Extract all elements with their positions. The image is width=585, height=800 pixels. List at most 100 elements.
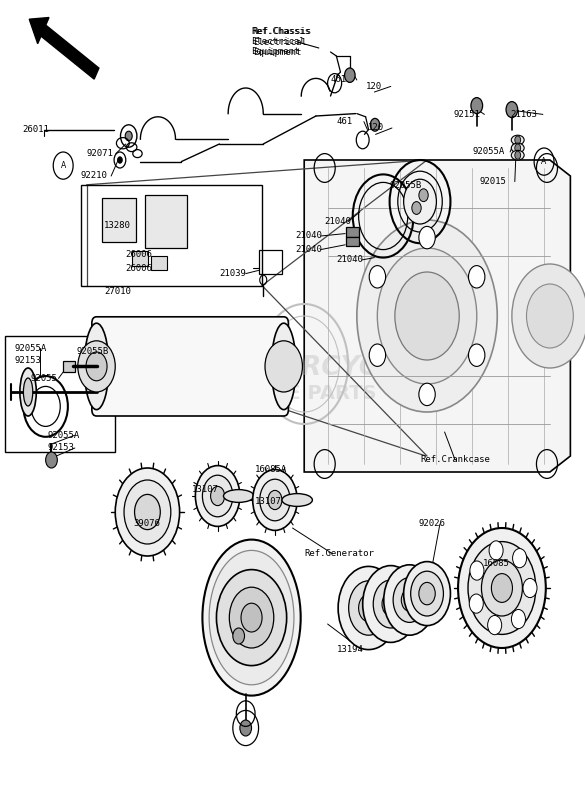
Text: Ref.Chassis: Ref.Chassis	[253, 27, 312, 37]
Text: 21040: 21040	[336, 255, 363, 265]
Text: 26006: 26006	[126, 264, 153, 274]
Text: Ref.Generator: Ref.Generator	[304, 549, 374, 558]
Bar	[151, 256, 167, 270]
Circle shape	[468, 542, 536, 634]
Circle shape	[471, 98, 483, 114]
Text: 21040: 21040	[295, 231, 322, 241]
Text: SPARE PARTS: SPARE PARTS	[232, 384, 377, 403]
Text: 120: 120	[366, 82, 382, 91]
Circle shape	[404, 179, 436, 224]
Text: 13280: 13280	[104, 221, 131, 230]
Text: 26006: 26006	[126, 250, 153, 259]
Circle shape	[46, 452, 57, 468]
Ellipse shape	[209, 550, 294, 685]
Circle shape	[115, 468, 180, 556]
Circle shape	[481, 560, 522, 616]
Text: 92210: 92210	[81, 171, 108, 181]
Text: Equipment: Equipment	[252, 46, 300, 56]
Text: Equipment: Equipment	[253, 48, 301, 58]
FancyArrow shape	[29, 18, 99, 79]
Ellipse shape	[202, 540, 301, 695]
Circle shape	[101, 386, 110, 398]
Text: 92055B: 92055B	[76, 347, 108, 357]
Text: Ref.Crankcase: Ref.Crankcase	[420, 455, 490, 465]
Text: Ref.Chassis: Ref.Chassis	[252, 27, 311, 37]
FancyBboxPatch shape	[92, 317, 288, 416]
Text: Electrical: Electrical	[253, 38, 307, 47]
Circle shape	[202, 475, 233, 517]
Circle shape	[216, 570, 287, 666]
Circle shape	[470, 561, 484, 580]
Circle shape	[395, 272, 459, 360]
Circle shape	[515, 151, 521, 159]
Circle shape	[419, 582, 435, 605]
Circle shape	[419, 383, 435, 406]
Text: A: A	[542, 157, 546, 166]
Circle shape	[512, 264, 585, 368]
Circle shape	[411, 571, 443, 616]
Text: 39076: 39076	[133, 519, 160, 529]
Text: 120: 120	[367, 123, 384, 133]
Text: 92055A: 92055A	[48, 430, 80, 440]
Bar	[81, 185, 262, 286]
Circle shape	[404, 562, 450, 626]
Circle shape	[260, 479, 290, 521]
Text: 92055B: 92055B	[389, 181, 421, 190]
Text: 461: 461	[331, 75, 347, 85]
Text: Electrical: Electrical	[252, 37, 305, 46]
Circle shape	[469, 344, 485, 366]
Text: 92055A: 92055A	[15, 343, 47, 353]
Text: 92015: 92015	[480, 177, 507, 186]
Text: 92151: 92151	[453, 110, 480, 119]
Circle shape	[125, 131, 132, 141]
Circle shape	[382, 592, 400, 616]
Text: 92055: 92055	[30, 374, 57, 383]
Text: 21040: 21040	[325, 217, 352, 226]
Text: 92153: 92153	[15, 356, 42, 366]
Circle shape	[240, 720, 252, 736]
Text: 21039: 21039	[219, 269, 246, 278]
Circle shape	[265, 341, 302, 392]
Bar	[346, 227, 359, 237]
Circle shape	[458, 528, 546, 648]
Text: 13194: 13194	[336, 645, 363, 654]
Text: 13107: 13107	[192, 485, 219, 494]
Bar	[145, 195, 187, 248]
Circle shape	[370, 118, 380, 131]
Bar	[5, 336, 115, 452]
Circle shape	[469, 594, 483, 614]
Circle shape	[469, 266, 485, 288]
Circle shape	[412, 202, 421, 214]
Circle shape	[419, 189, 428, 202]
Circle shape	[488, 615, 502, 634]
Bar	[132, 251, 148, 266]
Circle shape	[491, 574, 512, 602]
Ellipse shape	[511, 135, 524, 145]
Circle shape	[241, 603, 262, 632]
Text: 92026: 92026	[418, 519, 445, 529]
Circle shape	[369, 266, 386, 288]
Ellipse shape	[511, 150, 524, 160]
Circle shape	[118, 157, 122, 163]
Circle shape	[345, 68, 355, 82]
Text: 27010: 27010	[104, 286, 131, 296]
Circle shape	[357, 220, 497, 412]
Text: 92071: 92071	[87, 149, 113, 158]
Circle shape	[86, 352, 107, 381]
Circle shape	[384, 565, 435, 635]
Circle shape	[195, 466, 240, 526]
Circle shape	[233, 628, 245, 644]
Text: 13107: 13107	[254, 497, 281, 506]
Circle shape	[506, 102, 518, 118]
Polygon shape	[304, 160, 570, 472]
Circle shape	[515, 136, 521, 144]
Text: 26011: 26011	[22, 125, 49, 134]
Text: 21040: 21040	[295, 245, 322, 254]
Circle shape	[419, 226, 435, 249]
Circle shape	[523, 578, 537, 598]
Bar	[102, 198, 136, 242]
Ellipse shape	[84, 323, 109, 410]
Text: 21163: 21163	[510, 110, 537, 119]
Circle shape	[135, 494, 160, 530]
Ellipse shape	[271, 323, 296, 410]
